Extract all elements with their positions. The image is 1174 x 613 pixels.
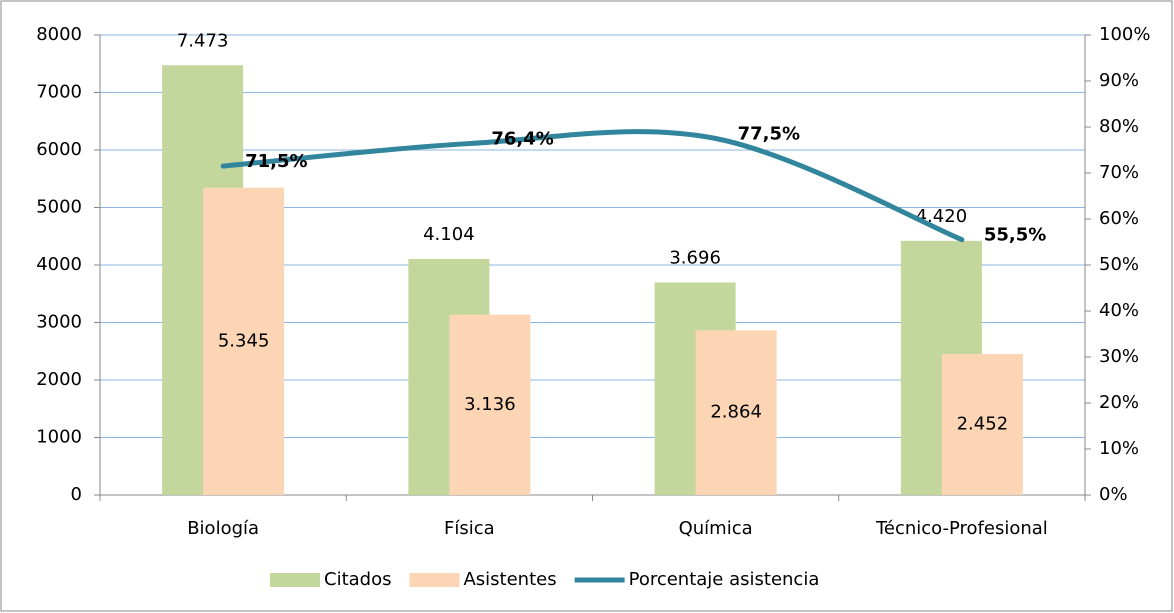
legend-label: Porcentaje asistencia [629, 569, 820, 590]
data-label: 4.104 [423, 224, 475, 245]
y2-tick-label: 40% [1099, 300, 1139, 321]
y2-tick-label: 70% [1099, 162, 1139, 183]
y2-tick-label: 60% [1099, 208, 1139, 229]
data-label: 3.696 [669, 247, 721, 268]
y2-tick-label: 50% [1099, 254, 1139, 275]
data-label: 2.864 [710, 402, 762, 423]
x-tick-label: Biología [187, 518, 259, 539]
y2-tick-label: 80% [1099, 116, 1139, 137]
y-tick-label: 4000 [36, 254, 82, 275]
y2-tick-label: 0% [1099, 484, 1128, 505]
legend-swatch [409, 573, 460, 587]
y-tick-label: 8000 [36, 24, 82, 45]
y2-tick-label: 20% [1099, 392, 1139, 413]
y-tick-label: 7000 [36, 82, 82, 103]
data-label: 3.136 [464, 394, 516, 415]
data-label: 2.452 [957, 414, 1009, 435]
y2-tick-label: 90% [1099, 70, 1139, 91]
data-label: 71,5% [245, 151, 307, 172]
y-tick-label: 3000 [36, 312, 82, 333]
x-tick-label: Química [679, 518, 753, 539]
y-tick-label: 1000 [36, 427, 82, 448]
y-tick-label: 0 [71, 484, 82, 505]
legend-label: Asistentes [463, 569, 556, 590]
data-label: 55,5% [984, 225, 1046, 246]
legend-swatch [270, 573, 320, 587]
x-tick-label: Física [444, 518, 495, 539]
y-tick-label: 2000 [36, 369, 82, 390]
y-tick-label: 5000 [36, 197, 82, 218]
y2-tick-label: 30% [1099, 346, 1139, 367]
data-label: 76,4% [491, 129, 553, 150]
y2-tick-label: 100% [1099, 24, 1150, 45]
bar [695, 330, 777, 495]
bar [203, 187, 285, 495]
bar [449, 314, 531, 495]
x-tick-label: Técnico-Profesional [875, 518, 1048, 539]
y-tick-label: 6000 [36, 139, 82, 160]
data-label: 5.345 [218, 330, 270, 351]
data-label: 7.473 [177, 30, 229, 51]
data-label: 77,5% [738, 124, 800, 145]
y2-tick-label: 10% [1099, 438, 1139, 459]
bar [941, 354, 1023, 495]
line [220, 129, 965, 243]
legend-label: Citados [324, 569, 391, 590]
